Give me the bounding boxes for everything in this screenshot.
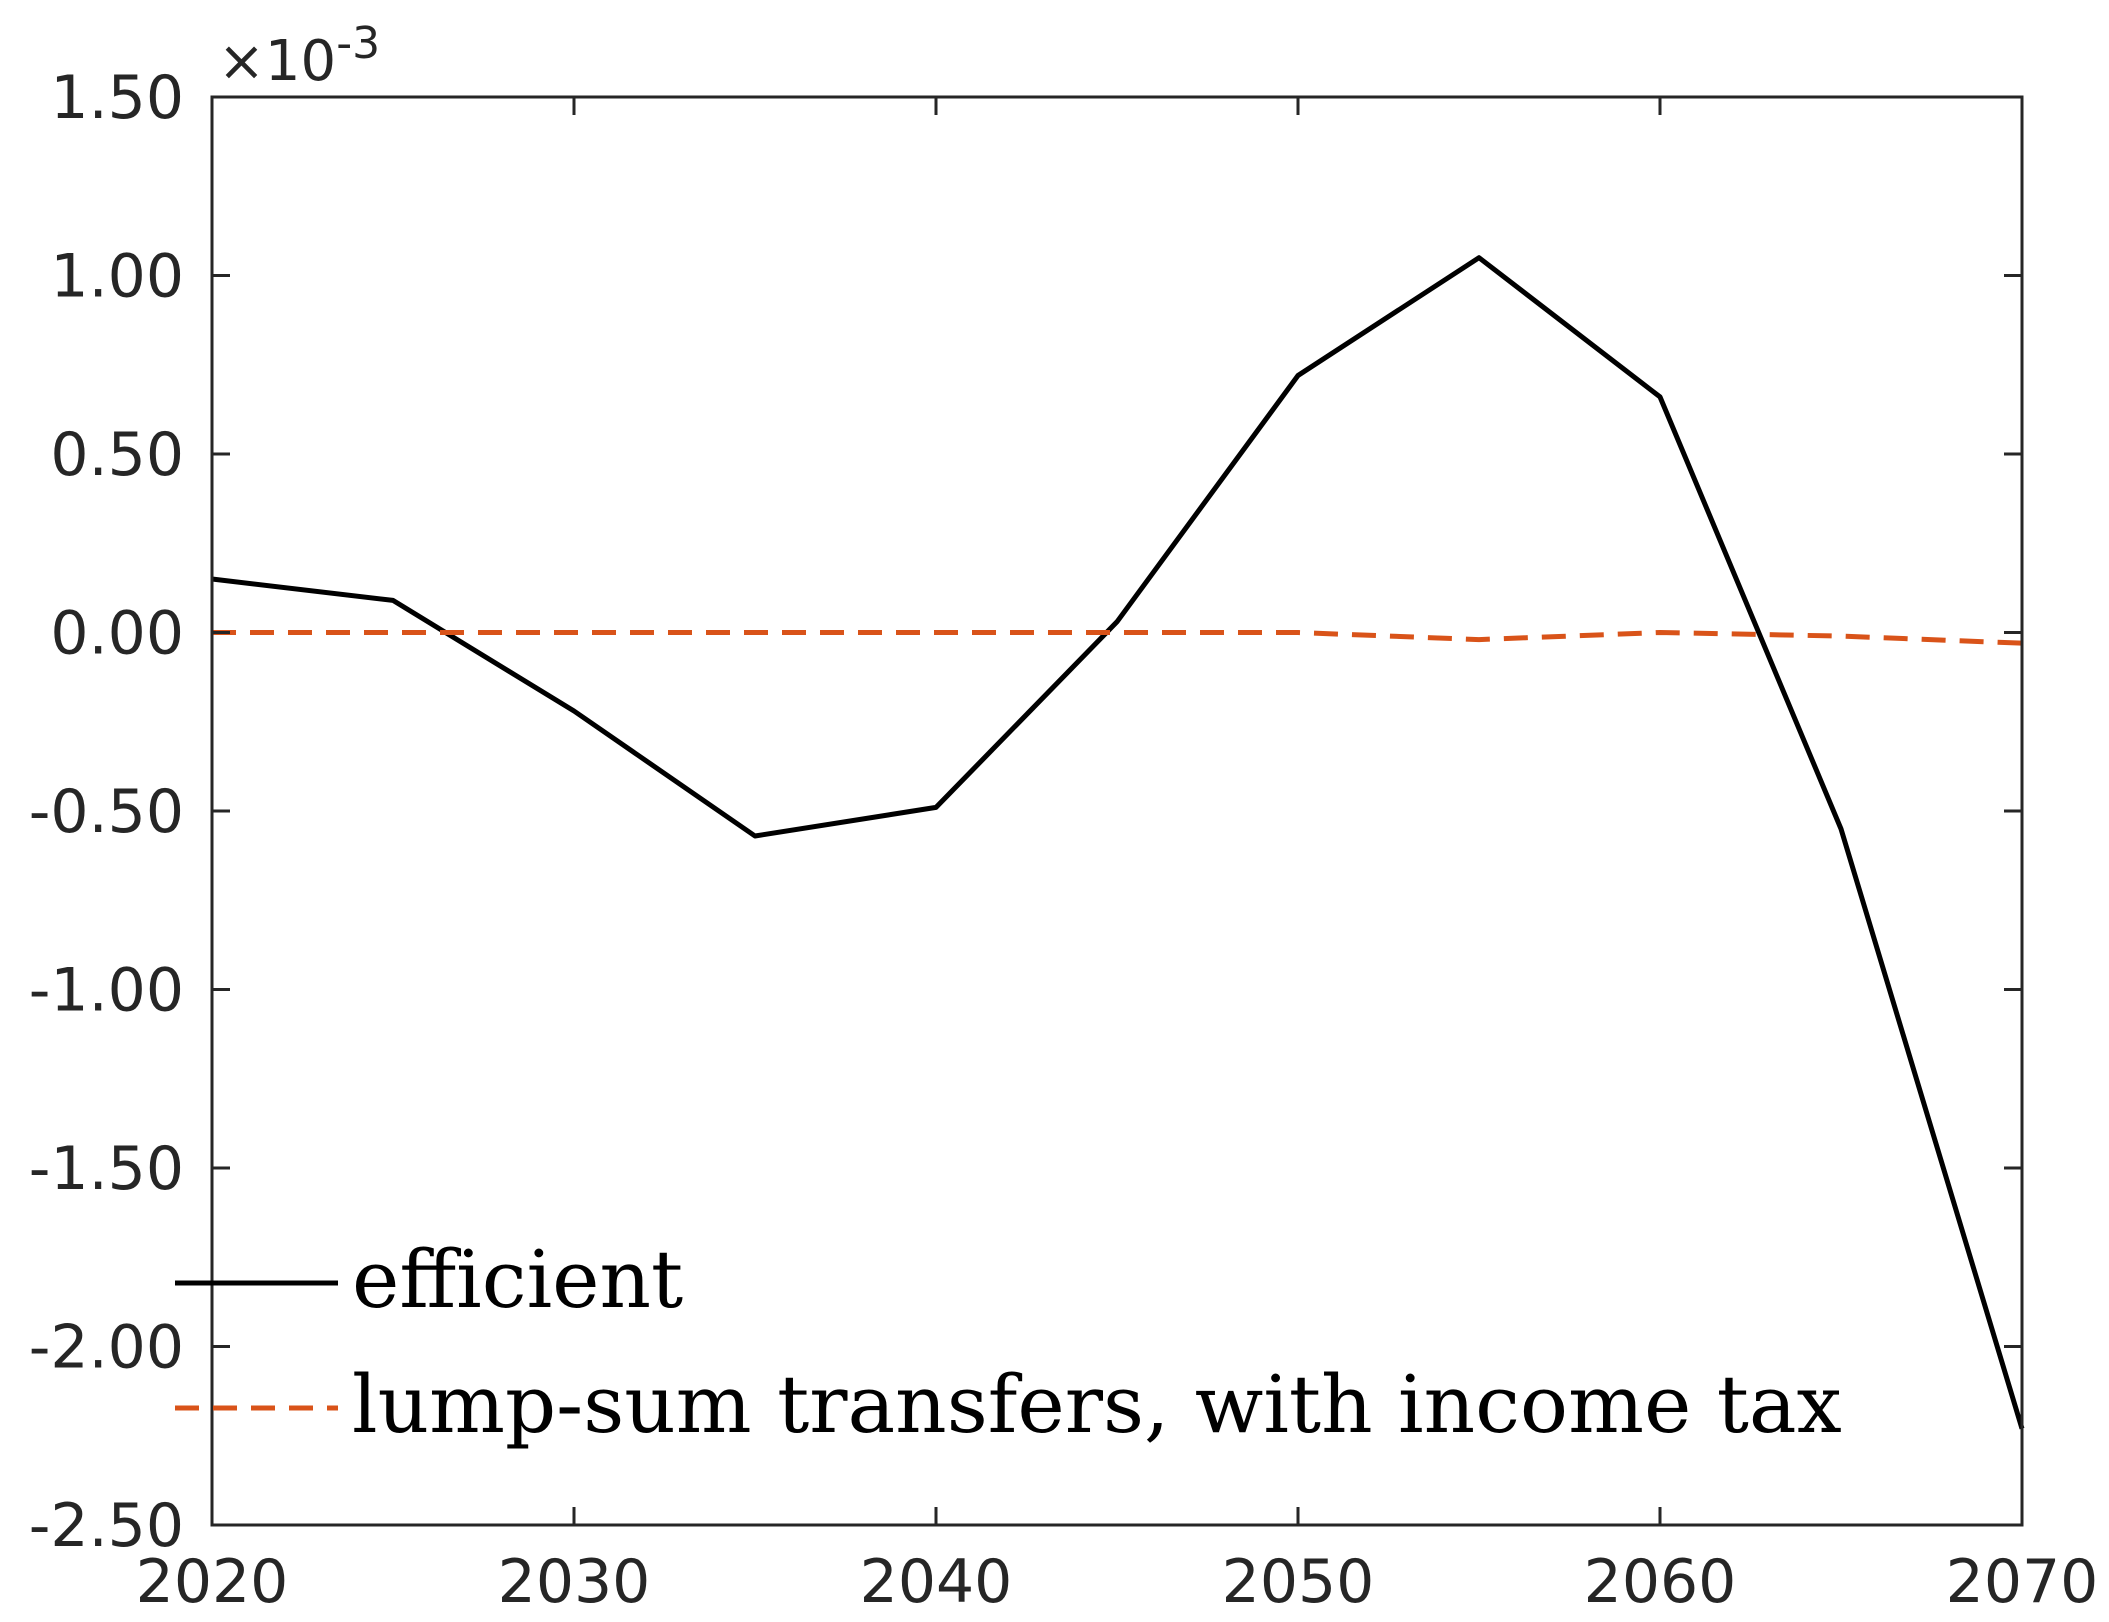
legend-label-1: lump-sum transfers, with income tax [352,1358,1842,1451]
y-tick-label: 1.50 [50,63,184,133]
y-tick-label: -2.00 [29,1313,184,1383]
y-tick-label: -1.00 [29,956,184,1026]
plot-area [212,97,2022,1525]
series-line-0 [211,255,2025,1430]
y-tick-label: -2.50 [29,1491,184,1561]
x-tick-label: 2070 [1946,1547,2099,1617]
y-tick-label: 0.50 [50,420,184,490]
axes-layer: 2020 2030 2040 2050 2060 2070 1.50 1.00 0.50 0.00… [29,63,2099,1617]
y-tick-label: 1.00 [50,242,184,312]
y-tick-label: 0.00 [50,599,184,669]
x-tick-label: 2060 [1584,1547,1737,1617]
x-tick-label: 2050 [1222,1547,1375,1617]
series-layer [211,255,2025,1430]
x-tick-label: 2040 [860,1547,1013,1617]
x-tick-label: 2030 [498,1547,651,1617]
y-tick-label: -0.50 [29,777,184,847]
legend: efficient lump-sum transfers, with income… [175,1233,1842,1451]
y-scale-multiplier: ×10-3 [218,18,380,94]
y-tick-label: -1.50 [29,1134,184,1204]
x-tick-label: 2020 [136,1547,289,1617]
legend-label-0: efficient [352,1233,683,1326]
